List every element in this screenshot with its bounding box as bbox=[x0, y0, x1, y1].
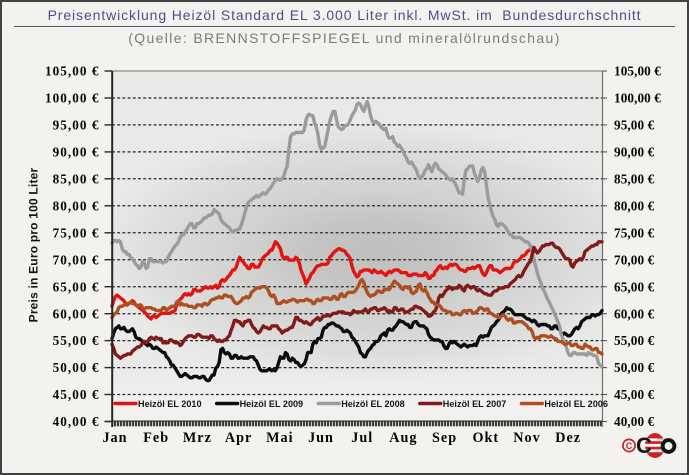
svg-text:60,00 €: 60,00 € bbox=[53, 306, 100, 321]
svg-text:Heizöl EL 2009: Heizöl EL 2009 bbox=[240, 399, 304, 409]
svg-text:Dez: Dez bbox=[555, 430, 581, 446]
svg-text:Heizöl EL 2007: Heizöl EL 2007 bbox=[443, 399, 507, 409]
svg-text:70,00 €: 70,00 € bbox=[614, 252, 655, 267]
svg-text:100,00 €: 100,00 € bbox=[614, 91, 661, 106]
svg-text:Sep: Sep bbox=[432, 430, 457, 446]
svg-text:50,00 €: 50,00 € bbox=[614, 360, 655, 375]
svg-text:C: C bbox=[636, 433, 652, 458]
svg-text:70,00 €: 70,00 € bbox=[53, 252, 100, 267]
svg-text:80,00 €: 80,00 € bbox=[53, 198, 100, 213]
svg-text:Nov: Nov bbox=[513, 430, 540, 446]
svg-text:Jan: Jan bbox=[102, 430, 127, 446]
svg-text:55,00 €: 55,00 € bbox=[614, 333, 655, 348]
svg-text:C: C bbox=[626, 441, 633, 451]
svg-text:Preis in Euro pro 100 Liter: Preis in Euro pro 100 Liter bbox=[27, 167, 41, 322]
svg-text:105,00 €: 105,00 € bbox=[45, 64, 100, 79]
svg-text:45,00 €: 45,00 € bbox=[53, 387, 100, 402]
svg-text:50,00 €: 50,00 € bbox=[53, 360, 100, 375]
svg-text:Mai: Mai bbox=[266, 430, 293, 446]
svg-text:65,00 €: 65,00 € bbox=[614, 279, 655, 294]
svg-text:95,00 €: 95,00 € bbox=[53, 118, 100, 133]
svg-text:45,00 €: 45,00 € bbox=[614, 387, 655, 402]
svg-text:55,00 €: 55,00 € bbox=[53, 333, 100, 348]
svg-text:Aug: Aug bbox=[389, 430, 417, 446]
svg-text:Heizöl EL 2010: Heizöl EL 2010 bbox=[138, 399, 202, 409]
svg-text:105,00 €: 105,00 € bbox=[614, 64, 661, 79]
svg-text:95,00 €: 95,00 € bbox=[614, 118, 655, 133]
svg-text:40,00 €: 40,00 € bbox=[614, 414, 655, 429]
svg-text:Mrz: Mrz bbox=[183, 430, 212, 446]
svg-text:Okt: Okt bbox=[472, 430, 499, 446]
svg-text:60,00 €: 60,00 € bbox=[614, 306, 655, 321]
svg-text:65,00 €: 65,00 € bbox=[53, 279, 100, 294]
svg-text:40,00 €: 40,00 € bbox=[53, 414, 100, 429]
svg-text:85,00 €: 85,00 € bbox=[614, 171, 655, 186]
svg-text:Jun: Jun bbox=[308, 430, 334, 446]
svg-text:Heizöl EL 2006: Heizöl EL 2006 bbox=[544, 399, 608, 409]
svg-text:80,00 €: 80,00 € bbox=[614, 198, 655, 213]
svg-text:90,00 €: 90,00 € bbox=[614, 145, 655, 160]
svg-text:Feb: Feb bbox=[143, 430, 169, 446]
svg-text:Jul: Jul bbox=[351, 430, 373, 446]
svg-text:100,00 €: 100,00 € bbox=[45, 91, 100, 106]
svg-text:90,00 €: 90,00 € bbox=[53, 145, 100, 160]
svg-text:85,00 €: 85,00 € bbox=[53, 171, 100, 186]
svg-text:75,00 €: 75,00 € bbox=[53, 225, 100, 240]
svg-text:Apr: Apr bbox=[225, 430, 252, 446]
svg-text:Heizöl EL 2008: Heizöl EL 2008 bbox=[341, 399, 405, 409]
svg-text:75,00 €: 75,00 € bbox=[614, 225, 655, 240]
